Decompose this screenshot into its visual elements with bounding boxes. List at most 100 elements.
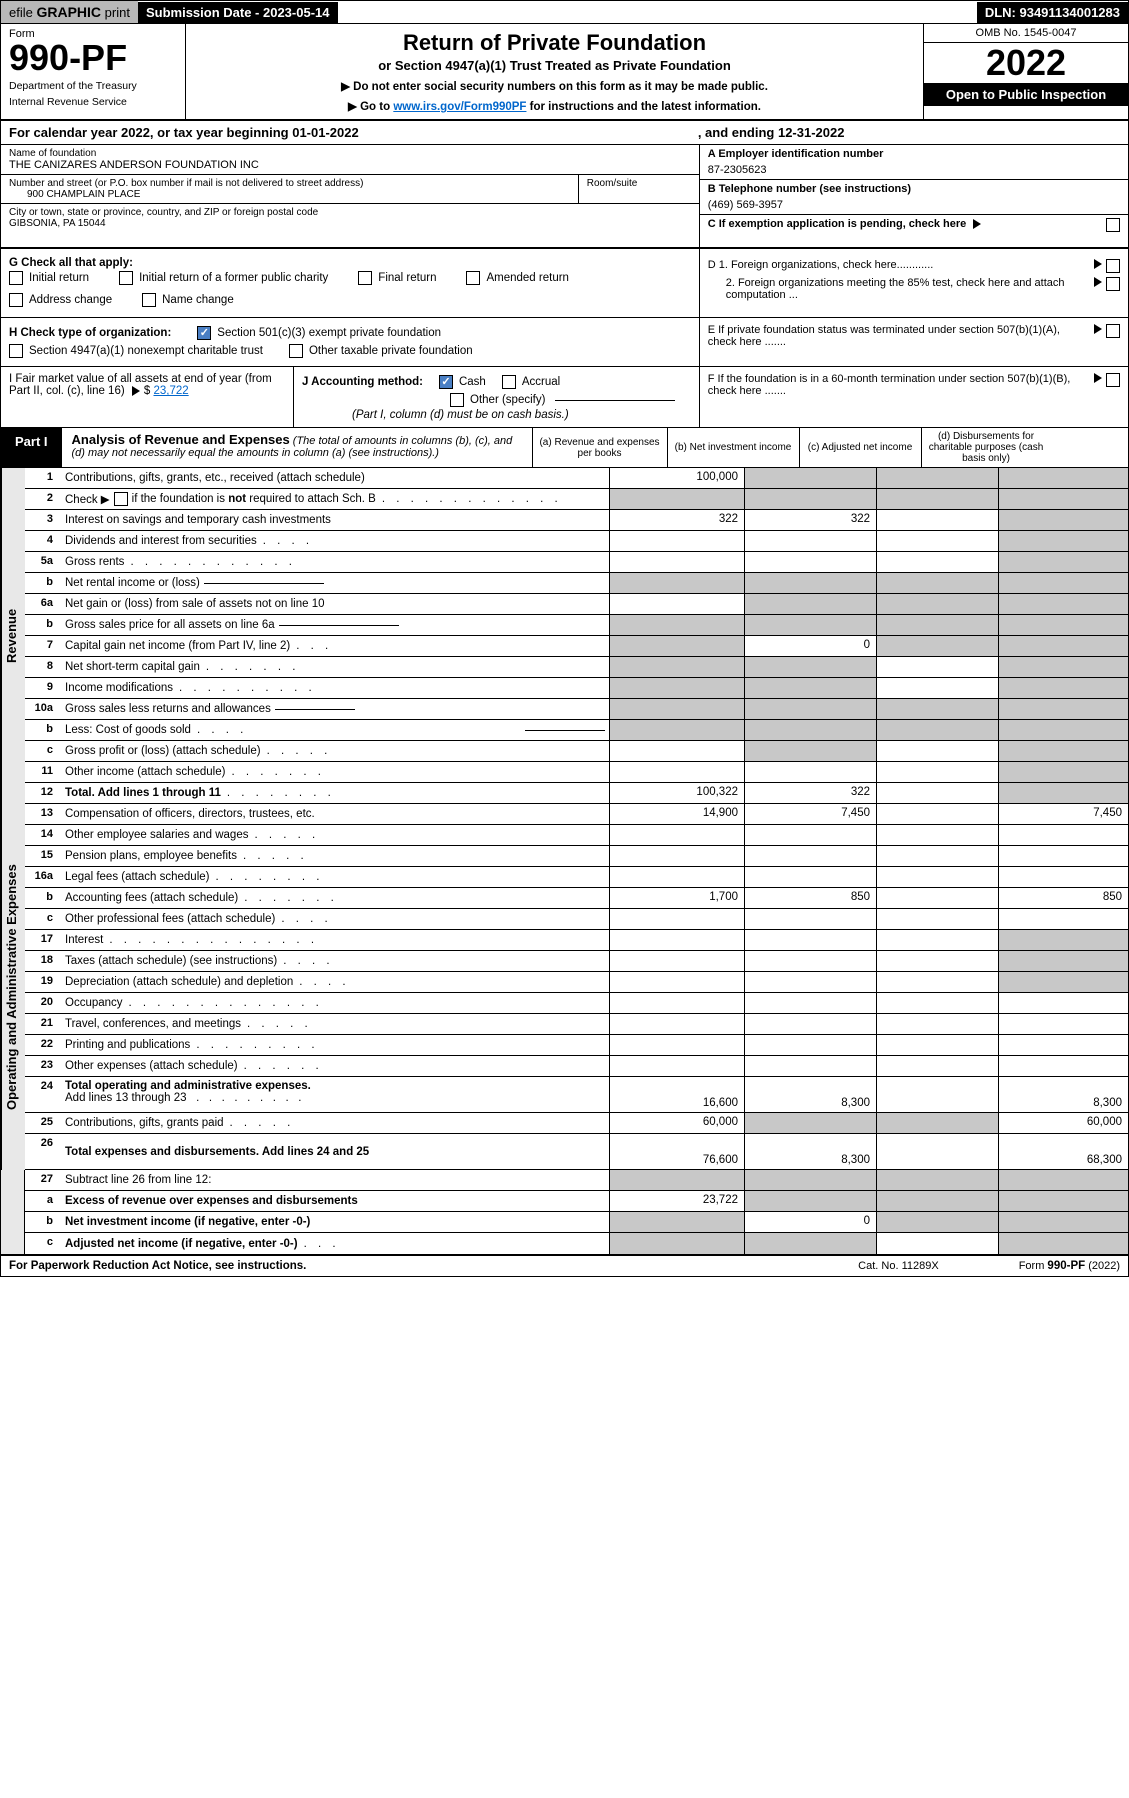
- part1-title: Analysis of Revenue and Expenses (The to…: [62, 428, 532, 467]
- foundation-name: THE CANIZARES ANDERSON FOUNDATION INC: [9, 159, 691, 171]
- ein-cell: A Employer identification number 87-2305…: [700, 145, 1128, 180]
- line-24: 24Total operating and administrative exp…: [25, 1077, 1128, 1113]
- g-final-return: Final return: [358, 269, 436, 287]
- d2-checkbox[interactable]: [1106, 277, 1120, 291]
- checkbox-final[interactable]: [358, 271, 372, 285]
- g-label: G Check all that apply:: [9, 257, 691, 269]
- city-cell: City or town, state or province, country…: [1, 204, 699, 247]
- f-label: F If the foundation is in a 60-month ter…: [708, 373, 1090, 397]
- field-6b[interactable]: [279, 625, 399, 626]
- calendar-year-row: For calendar year 2022, or tax year begi…: [1, 121, 1128, 145]
- section-h: H Check type of organization: Section 50…: [1, 318, 700, 366]
- ein-value: 87-2305623: [708, 160, 1120, 176]
- section-g: G Check all that apply: Initial return I…: [1, 249, 700, 317]
- field-10a[interactable]: [275, 709, 355, 710]
- checkbox-initial[interactable]: [9, 271, 23, 285]
- omb-number: OMB No. 1545-0047: [924, 24, 1128, 43]
- phone-label: B Telephone number (see instructions): [708, 183, 911, 195]
- line-16a: 16aLegal fees (attach schedule). . . . .…: [25, 867, 1128, 888]
- e-row: E If private foundation status was termi…: [708, 324, 1120, 348]
- field-5b[interactable]: [204, 583, 324, 584]
- form990pf-link[interactable]: www.irs.gov/Form990PF: [393, 101, 526, 113]
- note2-pre: ▶ Go to: [348, 101, 393, 113]
- f-checkbox[interactable]: [1106, 373, 1120, 387]
- arrow-icon: [132, 386, 140, 396]
- d1-checkbox[interactable]: [1106, 259, 1120, 273]
- checkbox-addr[interactable]: [9, 293, 23, 307]
- header-row: Form 990-PF Department of the Treasury I…: [1, 24, 1128, 121]
- section-d: D 1. Foreign organizations, check here..…: [700, 249, 1128, 317]
- line-7: 7Capital gain net income (from Part IV, …: [25, 636, 1128, 657]
- header-left: Form 990-PF Department of the Treasury I…: [1, 24, 186, 119]
- line-2: 2Check ▶ if the foundation is not requir…: [25, 489, 1128, 510]
- address-row: Number and street (or P.O. box number if…: [1, 175, 699, 204]
- c-pending-cell: C If exemption application is pending, c…: [700, 215, 1128, 236]
- name-label: Name of foundation: [9, 148, 691, 159]
- checkbox-other-method[interactable]: [450, 393, 464, 407]
- checkbox-former[interactable]: [119, 271, 133, 285]
- field-10b[interactable]: [525, 730, 605, 731]
- col-a-header: (a) Revenue and expenses per books: [532, 428, 667, 467]
- revenue-rows: 1Contributions, gifts, grants, etc., rec…: [25, 468, 1128, 804]
- foundation-name-cell: Name of foundation THE CANIZARES ANDERSO…: [1, 145, 699, 175]
- city-state-zip: GIBSONIA, PA 15044: [9, 218, 691, 229]
- dept-irs: Internal Revenue Service: [9, 96, 177, 108]
- h-opt3: Other taxable private foundation: [309, 345, 473, 357]
- checkbox-cash[interactable]: [439, 375, 453, 389]
- row-g-d: G Check all that apply: Initial return I…: [1, 248, 1128, 317]
- arrow-icon: [1094, 259, 1102, 269]
- part1-label: Part I: [1, 428, 62, 467]
- submission-date: Submission Date - 2023-05-14: [138, 2, 338, 23]
- ein-label: A Employer identification number: [708, 148, 1120, 160]
- line-9: 9Income modifications. . . . . . . . . .: [25, 678, 1128, 699]
- efile-prefix: efile: [9, 5, 33, 20]
- g-amended: Amended return: [466, 269, 568, 287]
- line-6b: bGross sales price for all assets on lin…: [25, 615, 1128, 636]
- revenue-section: Revenue 1Contributions, gifts, grants, e…: [1, 468, 1128, 804]
- sch-b-checkbox[interactable]: [114, 492, 128, 506]
- addr-label: Number and street (or P.O. box number if…: [9, 178, 570, 189]
- section-e: E If private foundation status was termi…: [700, 318, 1128, 366]
- c-label: C If exemption application is pending, c…: [708, 218, 967, 230]
- line-25: 25Contributions, gifts, grants paid. . .…: [25, 1113, 1128, 1134]
- d2-label: 2. Foreign organizations meeting the 85%…: [708, 277, 1090, 301]
- arrow-icon: [1094, 373, 1102, 383]
- line-8: 8Net short-term capital gain. . . . . . …: [25, 657, 1128, 678]
- line-14: 14Other employee salaries and wages. . .…: [25, 825, 1128, 846]
- other-specify-field[interactable]: [555, 400, 675, 401]
- form-number: 990-PF: [9, 40, 177, 76]
- fmv-link[interactable]: 23,722: [153, 385, 188, 397]
- d1-label: D 1. Foreign organizations, check here..…: [708, 259, 1090, 271]
- checkbox-name[interactable]: [142, 293, 156, 307]
- checkbox-501c3[interactable]: [197, 326, 211, 340]
- checkbox-accrual[interactable]: [502, 375, 516, 389]
- header-center: Return of Private Foundation or Section …: [186, 24, 923, 119]
- checkbox-4947[interactable]: [9, 344, 23, 358]
- j-note: (Part I, column (d) must be on cash basi…: [302, 409, 691, 421]
- part1-title-bold: Analysis of Revenue and Expenses: [72, 432, 290, 447]
- open-public: Open to Public Inspection: [924, 83, 1128, 106]
- arrow-icon: [1094, 324, 1102, 334]
- entity-right: A Employer identification number 87-2305…: [700, 145, 1128, 247]
- c-checkbox[interactable]: [1106, 218, 1120, 232]
- j-other: Other (specify): [470, 394, 545, 406]
- h-opt1: Section 501(c)(3) exempt private foundat…: [217, 327, 441, 339]
- line-23: 23Other expenses (attach schedule). . . …: [25, 1056, 1128, 1077]
- title-sub: or Section 4947(a)(1) Trust Treated as P…: [198, 58, 911, 73]
- j-accrual: Accrual: [522, 376, 560, 388]
- line-3: 3Interest on savings and temporary cash …: [25, 510, 1128, 531]
- checkbox-amended[interactable]: [466, 271, 480, 285]
- efile-bold: GRAPHIC: [36, 4, 101, 20]
- col-c-header: (c) Adjusted net income: [799, 428, 921, 467]
- checkbox-other-tax[interactable]: [289, 344, 303, 358]
- room-cell: Room/suite: [579, 175, 699, 203]
- line-27a: aExcess of revenue over expenses and dis…: [25, 1191, 1128, 1212]
- line-27: 27Subtract line 26 from line 12:: [25, 1170, 1128, 1191]
- arrow-icon: [973, 219, 981, 229]
- catalog-number: Cat. No. 11289X: [858, 1260, 939, 1272]
- room-label: Room/suite: [587, 178, 691, 189]
- h-label: H Check type of organization:: [9, 327, 171, 339]
- line-22: 22Printing and publications. . . . . . .…: [25, 1035, 1128, 1056]
- dept-treasury: Department of the Treasury: [9, 80, 177, 92]
- e-checkbox[interactable]: [1106, 324, 1120, 338]
